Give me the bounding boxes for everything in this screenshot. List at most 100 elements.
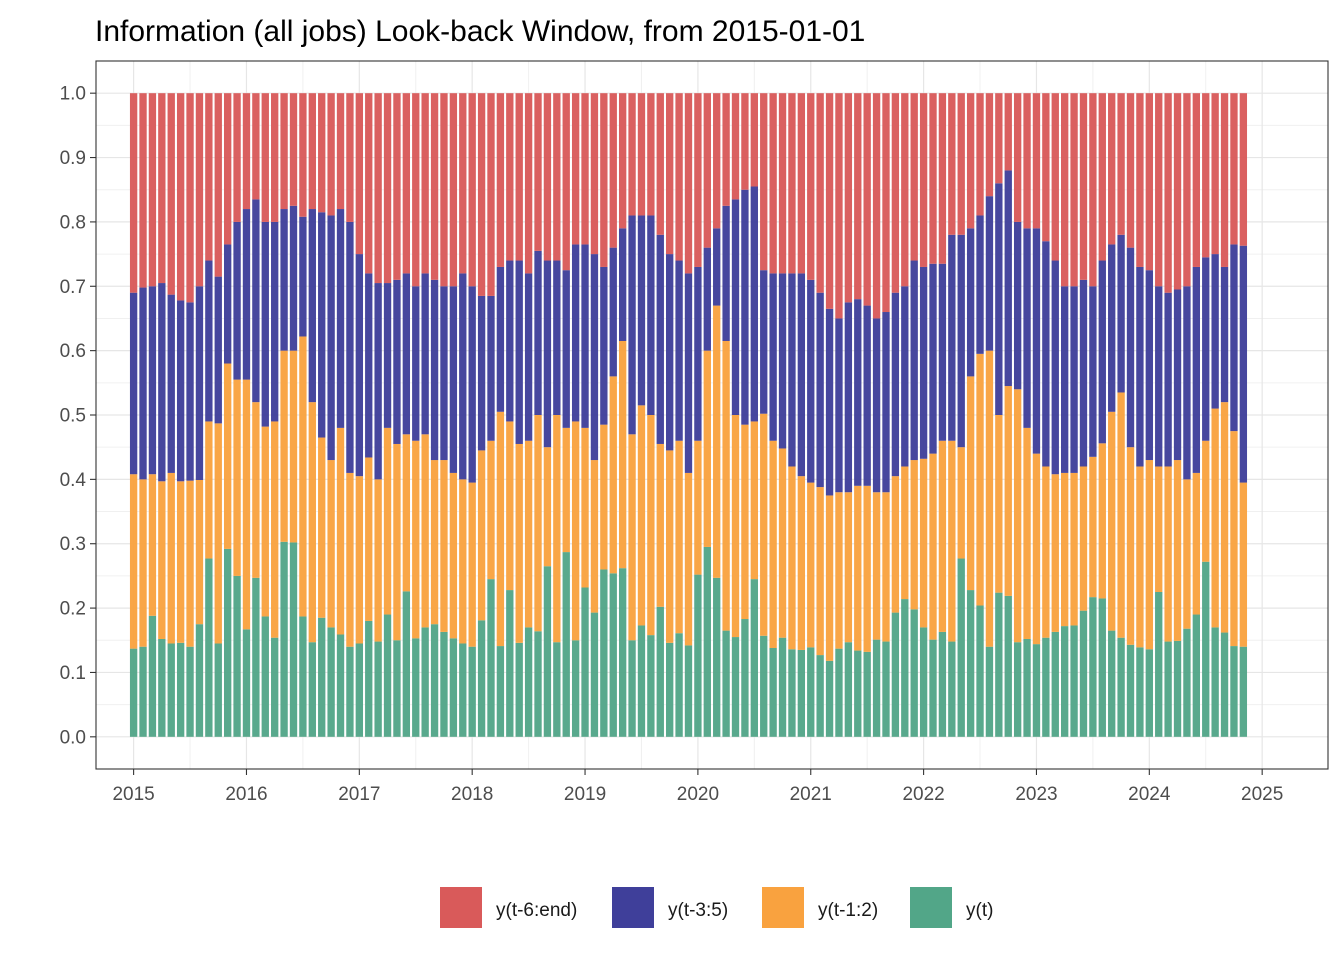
bar-segment-s2-m65 [741,189,749,425]
bar-segment-s0-m17 [289,542,298,737]
bar-segment-s0-m4 [167,643,175,737]
bar-segment-s1-m51 [609,376,617,574]
bar-segment-s3-m17 [289,93,298,206]
bar-segment-s2-m97 [1042,241,1050,467]
bar-segment-s2-m53 [628,215,636,435]
bar-segment-s3-m102 [1089,93,1097,287]
bar-segment-s2-m81 [891,292,900,477]
bar-segment-s0-m53 [628,640,636,737]
bar-segment-s0-m50 [600,569,608,737]
bar-segment-s3-m98 [1051,93,1059,261]
bar-segment-s1-m56 [656,443,664,607]
bar-segment-s2-m64 [731,199,740,415]
bar-segment-s3-m68 [769,93,777,274]
bar-segment-s1-m52 [618,340,627,569]
bar-segment-s0-m87 [948,641,956,737]
bar-segment-s0-m92 [995,592,1003,737]
bar-segment-s3-m20 [318,93,326,213]
bar-segment-s3-m87 [948,93,956,235]
bar-segment-s1-m45 [553,415,561,643]
bar-segment-s1-m101 [1079,466,1088,611]
legend-key [612,887,654,928]
bar-segment-s1-m24 [355,476,363,644]
bar-segment-s2-m75 [835,318,843,493]
bars [129,93,1248,737]
bar-segment-s1-m54 [637,405,646,626]
bar-segment-s1-m116 [1220,402,1229,633]
bar-segment-s3-m105 [1117,93,1125,235]
bar-segment-s2-m108 [1145,270,1153,461]
bar-segment-s0-m45 [553,642,561,737]
bar-segment-s1-m82 [901,466,909,600]
bar-segment-s2-m13 [252,199,260,403]
bar-segment-s2-m38 [487,295,495,441]
bar-segment-s3-m63 [722,93,730,206]
bar-segment-s3-m2 [148,93,157,287]
bar-segment-s0-m44 [543,566,552,737]
bar-segment-s0-m77 [854,650,862,737]
bar-segment-s0-m60 [694,574,702,737]
bar-segment-s3-m73 [816,93,824,293]
bar-segment-s2-m39 [496,266,505,412]
bar-segment-s1-m50 [600,424,608,570]
bar-segment-s1-m67 [760,413,768,636]
x-tick-label: 2015 [112,784,154,805]
bar-segment-s0-m73 [816,655,824,737]
bar-segment-s0-m67 [760,635,768,737]
bar-segment-s1-m18 [299,336,307,617]
bar-segment-s2-m16 [280,209,288,351]
bar-segment-s0-m104 [1108,630,1116,737]
bar-segment-s3-m101 [1079,93,1088,280]
bar-segment-s2-m104 [1108,244,1116,412]
bar-segment-s0-m43 [534,631,542,737]
bar-segment-s3-m81 [891,93,900,293]
bar-segment-s0-m105 [1117,637,1125,737]
bar-segment-s1-m85 [929,453,937,640]
bar-segment-s2-m58 [675,260,683,441]
bar-segment-s0-m13 [252,577,260,737]
bar-segment-s3-m58 [675,93,683,261]
bar-segment-s1-m46 [562,427,570,553]
bar-segment-s0-m0 [129,648,138,737]
bar-segment-s0-m81 [891,612,900,737]
bar-segment-s1-m57 [666,450,674,643]
bar-segment-s0-m109 [1155,592,1163,737]
bar-segment-s3-m69 [778,93,787,274]
bar-segment-s0-m65 [741,619,749,737]
bar-segment-s1-m98 [1051,474,1059,632]
bar-segment-s2-m118 [1239,245,1248,483]
bar-segment-s3-m47 [571,93,580,245]
bar-segment-s3-m16 [280,93,288,210]
bar-segment-s2-m82 [901,286,909,467]
bar-segment-s0-m98 [1051,631,1059,737]
bar-segment-s0-m78 [863,651,871,737]
bar-segment-s0-m12 [242,629,251,737]
bar-segment-s0-m96 [1032,644,1041,737]
bar-segment-s0-m100 [1070,625,1078,737]
bar-segment-s2-m41 [515,260,523,444]
bar-segment-s1-m96 [1032,453,1041,645]
bar-segment-s3-m70 [788,93,796,274]
bar-segment-s1-m29 [402,434,411,592]
bar-segment-s1-m104 [1108,411,1116,631]
bar-segment-s2-m17 [289,205,298,351]
bar-segment-s0-m85 [929,639,937,737]
bar-segment-s2-m43 [534,250,542,415]
bar-segment-s3-m92 [995,93,1003,184]
bar-segment-s1-m9 [214,423,222,644]
bar-segment-s0-m75 [835,648,843,737]
bar-segment-s3-m19 [308,93,316,210]
bar-segment-s0-m102 [1089,597,1097,737]
bar-segment-s1-m110 [1164,466,1172,642]
bar-segment-s0-m27 [383,614,392,737]
bar-segment-s2-m54 [637,215,646,406]
bar-segment-s0-m112 [1183,628,1191,737]
bar-segment-s0-m47 [571,640,580,737]
bar-segment-s1-m117 [1230,431,1238,647]
bar-segment-s1-m95 [1023,427,1031,639]
bar-segment-s1-m69 [778,448,787,638]
bar-segment-s3-m34 [449,93,458,287]
bar-segment-s3-m55 [647,93,655,216]
bar-segment-s0-m91 [985,646,994,737]
bar-segment-s1-m64 [731,415,740,638]
